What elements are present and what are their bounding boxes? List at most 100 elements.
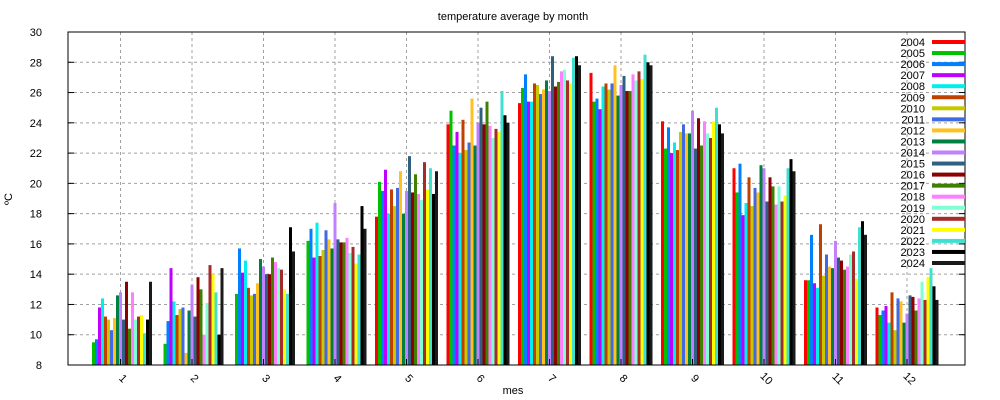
legend-swatch bbox=[932, 62, 965, 67]
legend-swatch bbox=[932, 261, 965, 265]
bar-2011-month-1 bbox=[110, 330, 113, 365]
bar-2013-month-8 bbox=[616, 95, 620, 365]
bar-2021-month-10 bbox=[783, 195, 787, 365]
bar-2011-month-12 bbox=[896, 298, 900, 365]
legend-swatch bbox=[932, 183, 965, 188]
bar-2021-month-11 bbox=[855, 278, 858, 365]
bar-2006-month-2 bbox=[166, 321, 170, 365]
bar-2006-month-9 bbox=[667, 127, 670, 365]
bar-2024-month-7 bbox=[578, 65, 581, 366]
bar-2008-month-6 bbox=[458, 153, 462, 365]
bar-2010-month-3 bbox=[250, 295, 253, 365]
bar-2018-month-12 bbox=[917, 298, 921, 365]
bar-2022-month-6 bbox=[500, 91, 504, 366]
bar-2024-month-10 bbox=[792, 171, 796, 365]
bar-2014-month-3 bbox=[262, 266, 265, 365]
bar-2006-month-10 bbox=[738, 163, 742, 365]
legend-swatch bbox=[932, 106, 965, 111]
legend-swatch bbox=[932, 161, 965, 166]
legend-swatch bbox=[932, 216, 965, 221]
bar-2024-month-2 bbox=[220, 268, 224, 365]
bar-2009-month-4 bbox=[318, 256, 322, 365]
bar-2022-month-4 bbox=[357, 254, 361, 365]
bar-2009-month-6 bbox=[461, 119, 465, 365]
y-tick-label: 18 bbox=[30, 209, 42, 221]
bar-2006-month-4 bbox=[309, 228, 313, 365]
bar-2015-month-10 bbox=[765, 201, 769, 365]
bar-2005-month-4 bbox=[306, 240, 310, 365]
legend-label: 2016 bbox=[901, 170, 925, 182]
x-tick-label: 3 bbox=[259, 372, 272, 385]
bar-2015-month-3 bbox=[265, 274, 268, 365]
bar-2009-month-10 bbox=[747, 177, 751, 365]
bar-2012-month-12 bbox=[899, 301, 903, 365]
bar-2012-month-1 bbox=[113, 318, 116, 365]
x-axis-label: mes bbox=[503, 385, 524, 397]
bar-2014-month-4 bbox=[333, 203, 337, 365]
bar-2011-month-7 bbox=[539, 94, 542, 366]
bar-2012-month-6 bbox=[470, 98, 474, 365]
bar-2024-month-1 bbox=[149, 281, 152, 365]
bar-2012-month-8 bbox=[613, 65, 617, 366]
bar-2008-month-8 bbox=[601, 86, 605, 365]
bar-2011-month-10 bbox=[753, 187, 757, 365]
bar-2009-month-9 bbox=[676, 150, 679, 365]
legend: 2004200520062007200820092010201120122013… bbox=[901, 37, 965, 270]
legend-label: 2009 bbox=[901, 92, 925, 104]
legend-swatch bbox=[932, 95, 965, 100]
bar-2009-month-12 bbox=[890, 292, 894, 365]
bar-2012-month-11 bbox=[828, 266, 831, 365]
bar-2005-month-7 bbox=[521, 88, 524, 365]
y-tick-label: 14 bbox=[30, 269, 42, 281]
bar-2022-month-9 bbox=[715, 107, 718, 365]
bar-2006-month-7 bbox=[524, 74, 527, 365]
x-tick-label: 8 bbox=[617, 372, 630, 385]
bar-2012-month-2 bbox=[184, 352, 188, 365]
y-tick-label: 26 bbox=[30, 88, 42, 100]
bars bbox=[92, 54, 939, 366]
legend-label: 2007 bbox=[901, 70, 925, 82]
bar-2013-month-10 bbox=[759, 165, 763, 365]
legend-swatch bbox=[932, 238, 965, 243]
bar-2015-month-11 bbox=[837, 257, 840, 365]
bar-2016-month-6 bbox=[482, 124, 486, 365]
x-tick-label: 1 bbox=[116, 372, 129, 385]
legend-label: 2018 bbox=[901, 192, 925, 204]
bar-2014-month-8 bbox=[619, 84, 623, 366]
legend-swatch bbox=[932, 117, 965, 122]
bar-2010-month-12 bbox=[893, 330, 897, 365]
bar-2010-month-4 bbox=[321, 249, 325, 365]
bar-2023-month-9 bbox=[718, 124, 721, 365]
bar-2009-month-2 bbox=[175, 315, 179, 365]
bar-2007-month-8 bbox=[598, 109, 602, 365]
legend-label: 2013 bbox=[901, 136, 925, 148]
legend-label: 2005 bbox=[901, 48, 925, 60]
bar-2007-month-9 bbox=[670, 153, 673, 365]
bar-2020-month-6 bbox=[494, 128, 498, 365]
bar-2022-month-3 bbox=[286, 293, 289, 365]
bar-2021-month-7 bbox=[569, 83, 572, 366]
y-tick-label: 28 bbox=[30, 57, 42, 69]
y-tick-label: 22 bbox=[30, 148, 42, 160]
bar-2020-month-9 bbox=[709, 137, 712, 365]
bar-2023-month-4 bbox=[360, 206, 364, 365]
bar-2023-month-2 bbox=[217, 334, 221, 365]
bar-2006-month-3 bbox=[238, 248, 241, 365]
bar-2014-month-11 bbox=[834, 240, 837, 365]
bar-2005-month-1 bbox=[92, 342, 95, 365]
bar-2015-month-6 bbox=[479, 107, 483, 365]
legend-label: 2011 bbox=[901, 114, 925, 126]
bar-2009-month-7 bbox=[533, 83, 536, 366]
legend-label: 2004 bbox=[901, 37, 925, 49]
bar-2022-month-7 bbox=[572, 57, 575, 366]
bar-2010-month-1 bbox=[107, 319, 110, 365]
legend-label: 2010 bbox=[901, 103, 925, 115]
legend-label: 2020 bbox=[901, 214, 925, 226]
bar-2023-month-8 bbox=[646, 62, 650, 365]
bar-2007-month-3 bbox=[241, 272, 244, 365]
bar-2017-month-8 bbox=[628, 91, 632, 366]
bar-2017-month-9 bbox=[700, 145, 703, 365]
bar-2008-month-10 bbox=[744, 203, 748, 365]
